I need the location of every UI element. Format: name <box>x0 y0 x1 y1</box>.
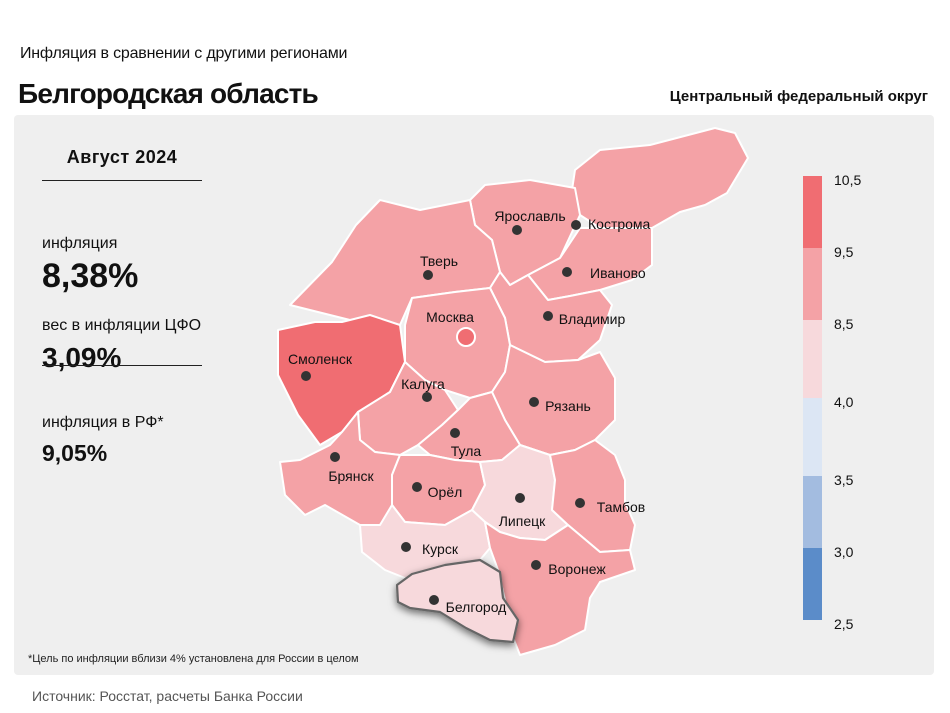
divider <box>42 180 202 181</box>
inflation-label: инфляция <box>42 235 118 252</box>
region-label: Воронеж <box>548 561 606 577</box>
legend-tick-label: 9,5 <box>834 244 854 260</box>
city-marker <box>529 397 539 407</box>
city-marker <box>543 311 553 321</box>
rf-inflation-label: инфляция в РФ* <box>42 414 164 431</box>
region-воронеж[interactable] <box>484 521 636 656</box>
legend-swatch <box>803 248 822 320</box>
city-marker <box>422 392 432 402</box>
legend-swatch <box>803 548 822 620</box>
legend-swatch <box>803 476 822 548</box>
legend-tick-label: 3,5 <box>834 472 854 488</box>
city-marker <box>512 225 522 235</box>
city-marker <box>423 270 433 280</box>
region-label: Тула <box>451 443 482 459</box>
region-label: Курск <box>422 541 459 557</box>
region-label: Тамбов <box>597 499 645 515</box>
weight-value: 3,09% <box>42 342 122 373</box>
region-label: Владимир <box>559 311 626 327</box>
legend-tick-label: 10,5 <box>834 172 861 188</box>
region-label: Калуга <box>401 376 445 392</box>
color-legend: 10,5 9,5 8,5 4,0 3,5 3,0 2,5 <box>803 172 861 632</box>
region-label: Брянск <box>328 468 374 484</box>
divider <box>42 365 202 366</box>
city-marker <box>515 493 525 503</box>
city-marker <box>330 452 340 462</box>
city-marker <box>301 371 311 381</box>
legend-tick-label: 8,5 <box>834 316 854 332</box>
city-marker <box>450 428 460 438</box>
region-label: Москва <box>426 309 474 325</box>
regions-layer <box>277 127 749 656</box>
region-label: Орёл <box>428 484 463 500</box>
city-marker <box>456 327 476 347</box>
region-label: Тверь <box>420 253 458 269</box>
region-label: Кострома <box>588 216 651 232</box>
legend-tick-label: 4,0 <box>834 394 854 410</box>
region-label: Липецк <box>499 513 546 529</box>
inflation-value: 8,38% <box>42 257 139 295</box>
city-marker <box>401 542 411 552</box>
page-title: Белгородская область <box>18 78 319 109</box>
region-тверь[interactable] <box>289 199 501 326</box>
labels-layer: Кострома Ярославль Иваново Тверь Владимир Мос… <box>288 208 651 615</box>
region-label: Белгород <box>446 599 507 615</box>
legend-tick-label: 2,5 <box>834 616 854 632</box>
region-label: Иваново <box>590 265 646 281</box>
city-marker <box>429 595 439 605</box>
region-label: Смоленск <box>288 351 353 367</box>
period-label: Август 2024 <box>66 147 178 167</box>
region-тамбов[interactable] <box>549 439 636 553</box>
region-label: Ярославль <box>494 208 565 224</box>
city-marker <box>412 482 422 492</box>
legend-tick-label: 3,0 <box>834 544 854 560</box>
city-marker <box>575 498 585 508</box>
footnote: *Цель по инфляции вблизи 4% установлена … <box>28 653 359 665</box>
region-кострома[interactable] <box>571 127 749 229</box>
city-marker <box>531 560 541 570</box>
source-note: Источник: Росстат, расчеты Банка России <box>32 688 303 704</box>
region-label: Рязань <box>545 398 591 414</box>
rf-inflation-value: 9,05% <box>42 440 108 466</box>
legend-swatch <box>803 176 822 248</box>
weight-label: вес в инфляции ЦФО <box>42 317 202 334</box>
city-marker <box>571 220 581 230</box>
subtitle: Инфляция в сравнении с другими регионами <box>20 45 348 62</box>
legend-swatch <box>803 320 822 398</box>
district-label: Центральный федеральный округ <box>669 88 928 105</box>
city-marker <box>562 267 572 277</box>
legend-swatch <box>803 398 822 476</box>
region-белгород[interactable] <box>395 558 520 644</box>
